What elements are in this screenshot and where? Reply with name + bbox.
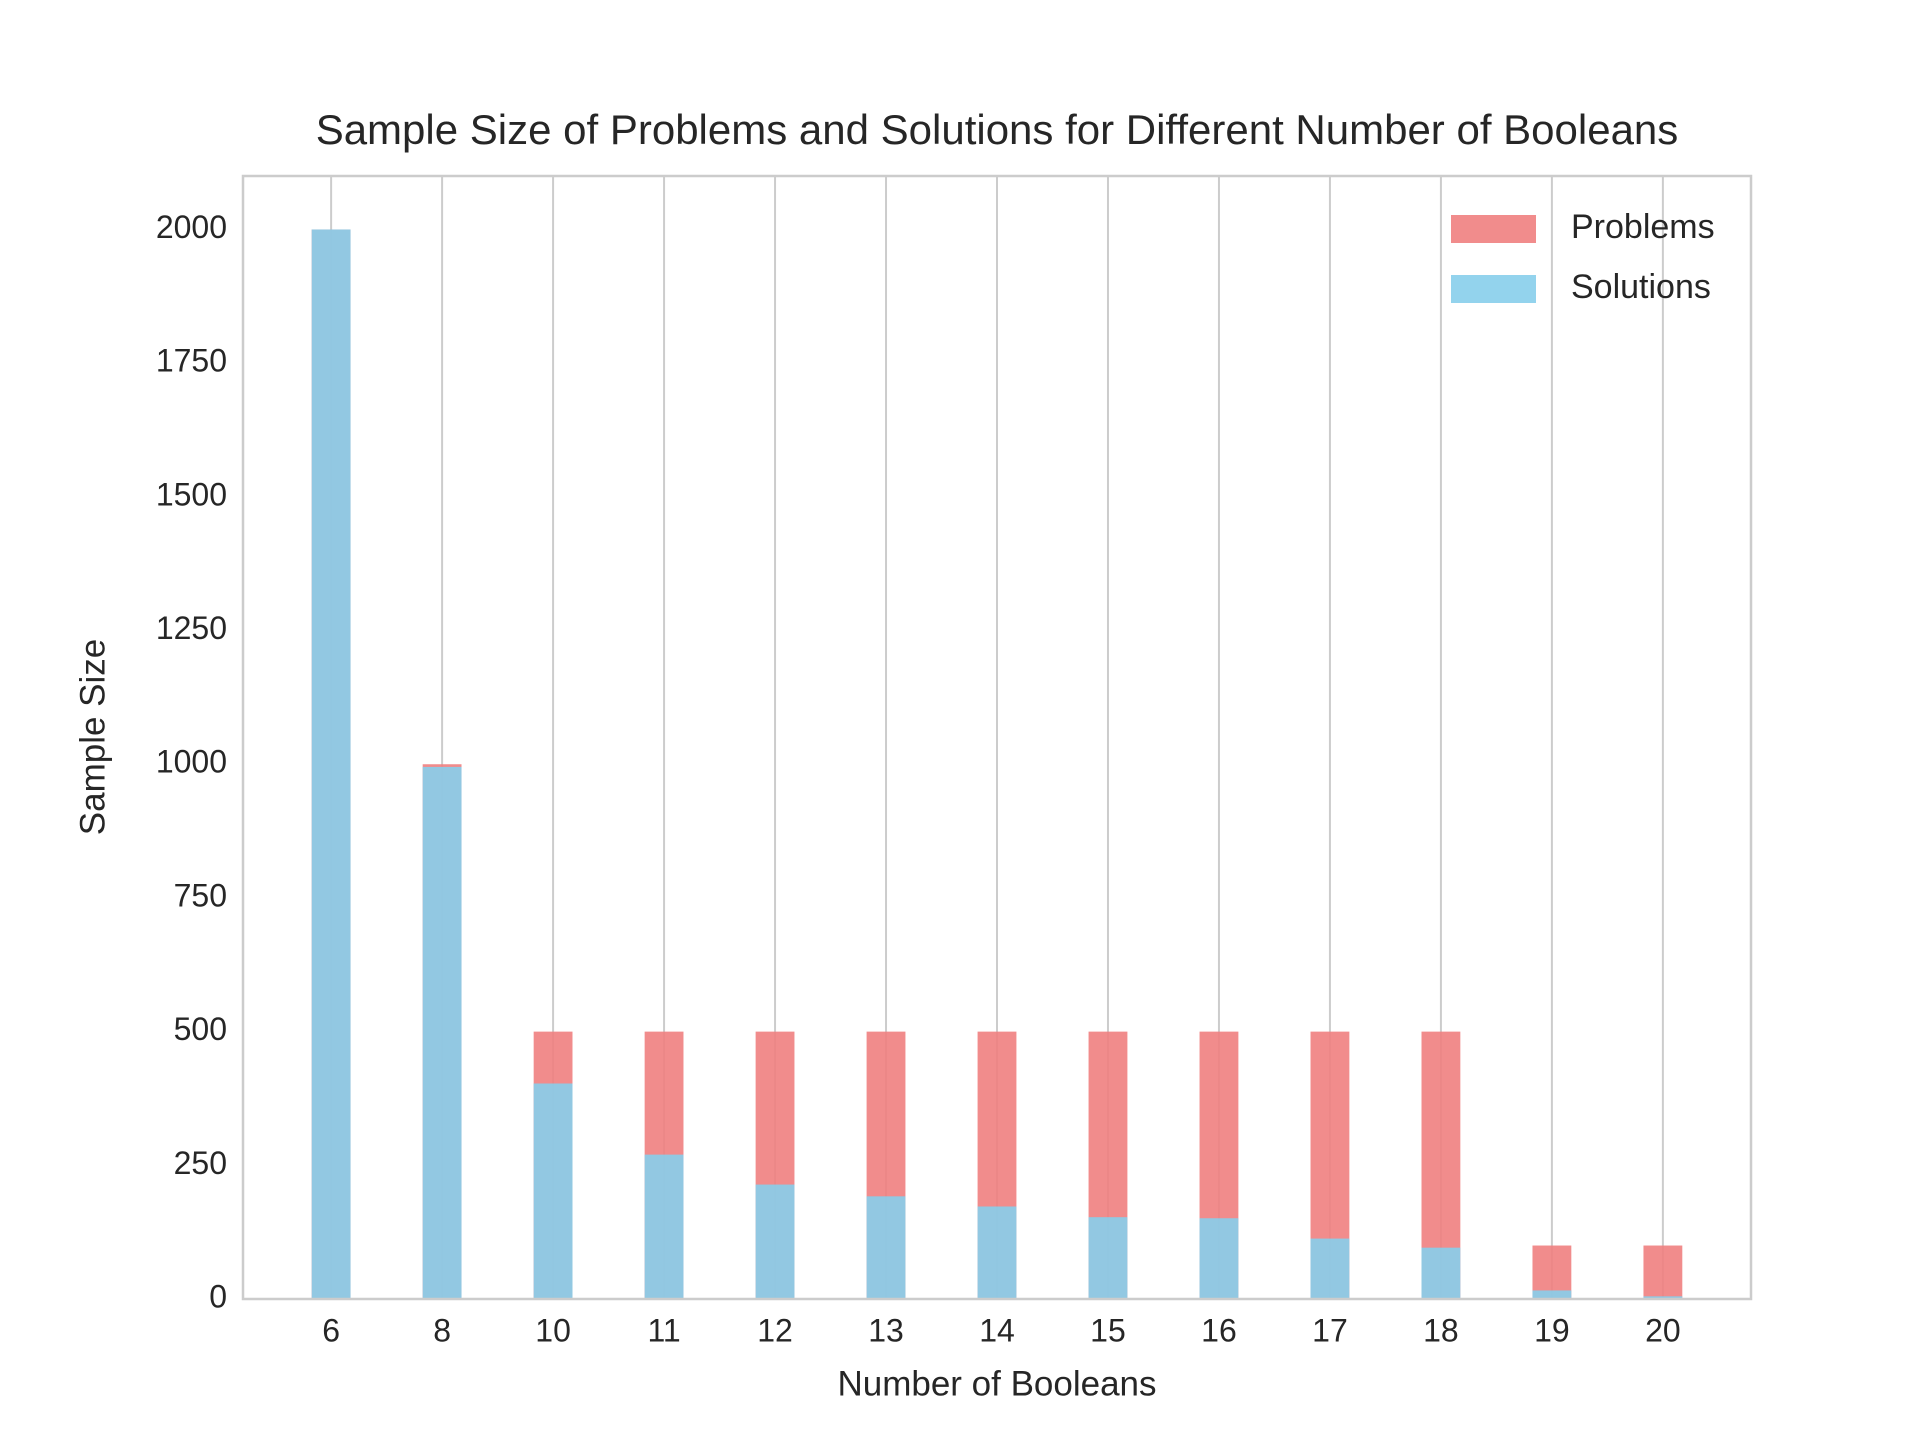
x-tick-label: 8 <box>433 1312 451 1348</box>
bar <box>1643 1296 1683 1299</box>
legend-label: Problems <box>1571 208 1715 246</box>
y-tick-label: 1250 <box>156 610 227 646</box>
bar <box>422 766 462 1299</box>
x-tick-label: 14 <box>979 1312 1015 1348</box>
bar <box>533 1083 573 1299</box>
x-tick-label: 20 <box>1645 1312 1681 1348</box>
legend-swatch <box>1451 275 1536 303</box>
bar <box>1310 1238 1350 1299</box>
x-tick-label: 6 <box>322 1312 340 1348</box>
x-tick-label: 19 <box>1534 1312 1570 1348</box>
bar <box>1088 1217 1128 1299</box>
bar <box>977 1206 1017 1299</box>
x-tick-label: 18 <box>1423 1312 1459 1348</box>
y-tick-label: 750 <box>174 877 227 913</box>
y-tick-label: 1000 <box>156 744 227 780</box>
y-tick-label: 250 <box>174 1145 227 1181</box>
y-tick-label: 1750 <box>156 343 227 379</box>
y-tick-label: 0 <box>209 1278 227 1314</box>
legend-label: Solutions <box>1571 268 1711 306</box>
x-tick-label: 15 <box>1090 1312 1126 1348</box>
y-tick-label: 500 <box>174 1011 227 1047</box>
plot-frame <box>241 174 1753 1301</box>
bar <box>1532 1245 1572 1299</box>
x-tick-label: 13 <box>868 1312 904 1348</box>
bar <box>311 229 351 1299</box>
x-tick-label: 12 <box>757 1312 793 1348</box>
bar <box>1532 1290 1572 1299</box>
bar <box>866 1196 906 1299</box>
chart-title: Sample Size of Problems and Solutions fo… <box>316 106 1679 153</box>
legend-swatch <box>1451 215 1536 243</box>
x-axis-label: Number of Booleans <box>837 1364 1156 1403</box>
x-tick-label: 16 <box>1201 1312 1237 1348</box>
bar <box>755 1184 795 1299</box>
y-axis-label: Sample Size <box>73 639 112 835</box>
bar <box>644 1154 684 1299</box>
x-tick-label: 10 <box>535 1312 571 1348</box>
y-tick-label: 2000 <box>156 209 227 245</box>
bar <box>1199 1218 1239 1299</box>
y-tick-label: 1500 <box>156 476 227 512</box>
bar <box>1643 1245 1683 1299</box>
x-tick-label: 17 <box>1312 1312 1348 1348</box>
bar <box>1421 1247 1461 1299</box>
x-tick-label: 11 <box>647 1312 680 1348</box>
